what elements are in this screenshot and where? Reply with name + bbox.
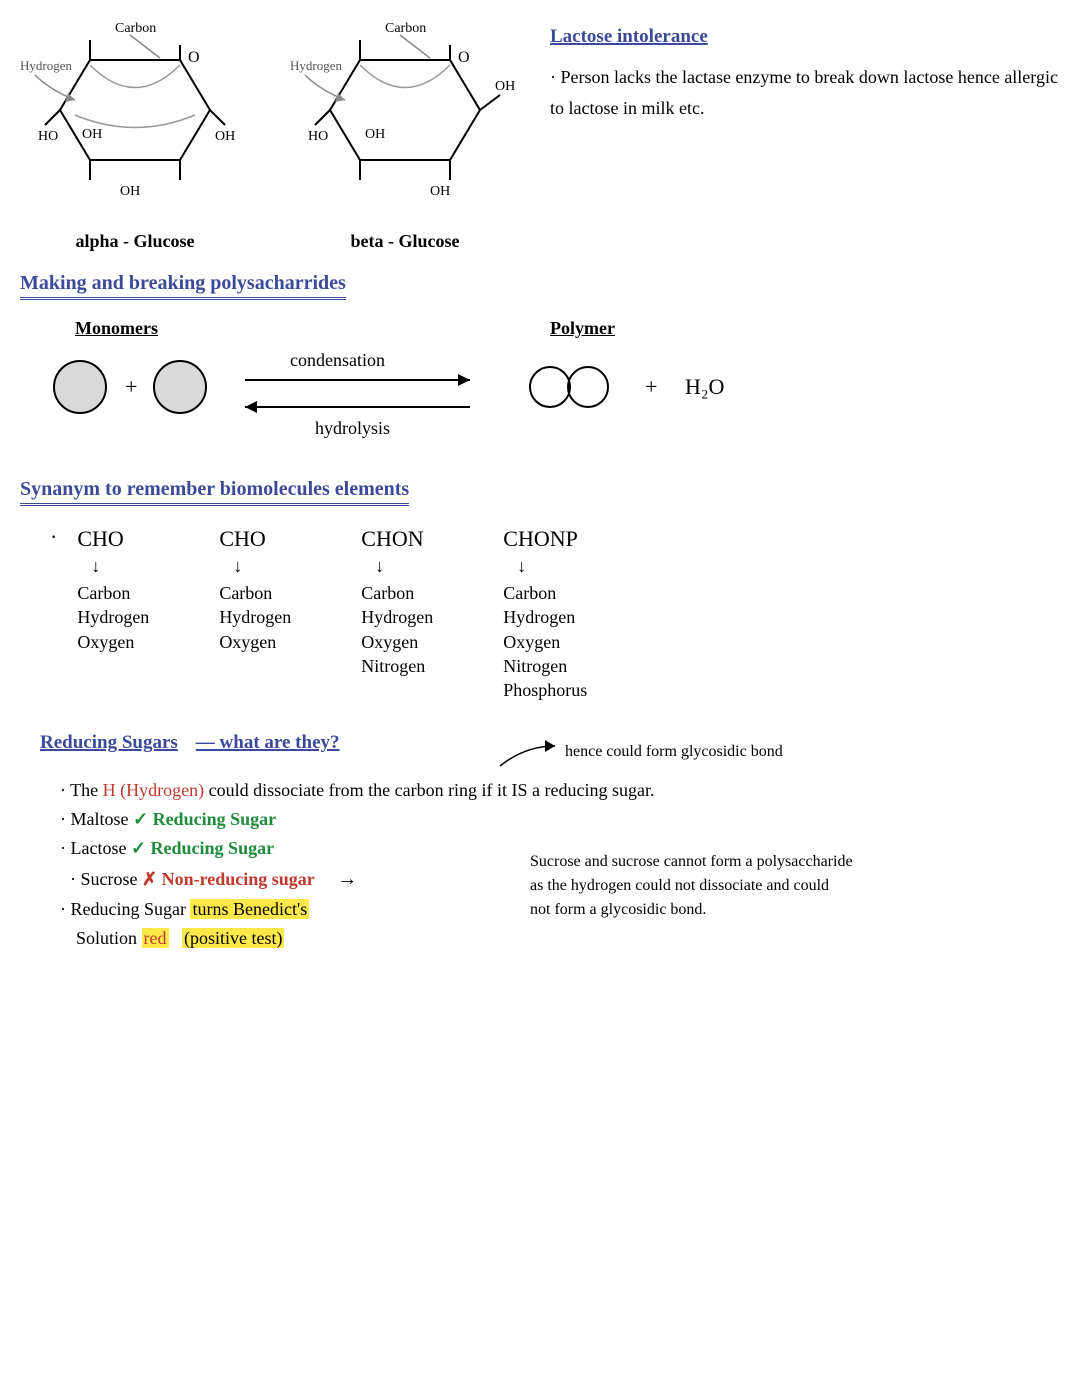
oh-label: OH (82, 127, 102, 142)
oh-label-3: OH (430, 184, 450, 199)
reducing-line-1: · The H (Hydrogen) could dissociate from… (60, 776, 1060, 805)
reducing-title-a: Reducing Sugars (40, 732, 178, 753)
oh-label: OH (365, 127, 385, 142)
side-line: as the hydrogen could not dissociate and… (530, 874, 1080, 898)
tick-mark: ✓ Reducing Sugar (131, 838, 274, 858)
element: Carbon (77, 581, 149, 605)
oh-label-3: OH (120, 184, 140, 199)
glucose-diagrams: O Carbon Hydrogen OH HO (20, 20, 520, 252)
beta-glucose: O Carbon Hydrogen OH HO OH OH beta - Glu… (290, 20, 520, 252)
text: · Lactose (60, 838, 131, 858)
element: Oxygen (77, 630, 149, 654)
syn-col-1: CHO ↓ Carbon Hydrogen Oxygen (219, 526, 291, 702)
cross-mark: ✗ Non-reducing sugar (142, 869, 315, 889)
text: could dissociate from the carbon ring if… (209, 780, 655, 800)
polymer-circle (530, 367, 570, 407)
poly-title: Making and breaking polysacharrides (20, 272, 346, 300)
syn-head: CHONP (503, 526, 587, 552)
text: · The (60, 780, 103, 800)
hydrolysis-label: hydrolysis (315, 418, 390, 438)
reducing-title-b: — what are they? (196, 732, 340, 753)
syn-col-0: CHO ↓ Carbon Hydrogen Oxygen (77, 526, 149, 702)
element: Carbon (361, 581, 433, 605)
tick-mark: ✓ Reducing Sugar (133, 809, 276, 829)
side-line: not form a glycosidic bond. (530, 898, 1080, 922)
alpha-caption: alpha - Glucose (20, 231, 250, 252)
element: Hydrogen (503, 605, 587, 629)
oh-label-2: OH (495, 79, 515, 94)
beta-caption: beta - Glucose (290, 231, 520, 252)
down-arrow-icon: ↓ (91, 556, 149, 577)
element: Nitrogen (503, 654, 587, 678)
condensation-label: condensation (290, 350, 385, 370)
element: Oxygen (503, 630, 587, 654)
plus-sign: + (125, 374, 137, 399)
side-annotation: Sucrose and sucrose cannot form a polysa… (530, 850, 1080, 922)
element: Carbon (219, 581, 291, 605)
carbon-label: Carbon (385, 21, 426, 36)
monomer-circle-2 (154, 361, 206, 413)
reducing-line-6: Solution red (positive test) (76, 924, 1060, 953)
element: Nitrogen (361, 654, 433, 678)
element: Oxygen (361, 630, 433, 654)
element: Hydrogen (77, 605, 149, 629)
polymer-label: Polymer (550, 318, 615, 339)
ho-label: HO (308, 129, 328, 144)
down-arrow-icon: ↓ (517, 556, 587, 577)
syn-col-2: CHON ↓ Carbon Hydrogen Oxygen Nitrogen (361, 526, 433, 702)
lactose-text: · Person lacks the lactase enzyme to bre… (550, 62, 1060, 123)
element: Phosphorus (503, 678, 587, 702)
text: · Maltose (60, 809, 133, 829)
text: · Sucrose (70, 869, 142, 889)
hydrogen-label: Hydrogen (20, 58, 72, 73)
syn-head: CHO (77, 526, 149, 552)
polymer-circle-2 (568, 367, 608, 407)
down-arrow-icon: ↓ (233, 556, 291, 577)
bullet: · (50, 524, 57, 702)
element: Carbon (503, 581, 587, 605)
highlight: turns Benedict's (190, 899, 309, 919)
element: Hydrogen (361, 605, 433, 629)
arrow-icon: → (337, 868, 357, 890)
ring-oxygen: O (188, 49, 200, 66)
ring-oxygen: O (458, 49, 470, 66)
down-arrow-icon: ↓ (375, 556, 433, 577)
element: Oxygen (219, 630, 291, 654)
lactose-title: Lactose intolerance (550, 26, 1060, 48)
text: Solution (76, 928, 142, 948)
hydrogen-red: H (Hydrogen) (103, 780, 204, 800)
synonym-columns: · CHO ↓ Carbon Hydrogen Oxygen CHO ↓ Car… (50, 526, 1060, 702)
syn-head: CHON (361, 526, 433, 552)
monomer-circle (54, 361, 106, 413)
reducing-line-2: · Maltose ✓ Reducing Sugar (60, 805, 1060, 834)
lactose-intolerance: Lactose intolerance · Person lacks the l… (550, 20, 1060, 123)
alpha-glucose: O Carbon Hydrogen OH HO (20, 20, 250, 252)
carbon-label: Carbon (115, 21, 156, 36)
ho-label: HO (38, 129, 58, 144)
oh-label-2: OH (215, 129, 235, 144)
highlight: (positive test) (182, 928, 284, 948)
annotation-top: hence could form glycosidic bond (565, 740, 783, 764)
hydrogen-label: Hydrogen (290, 58, 342, 73)
syn-col-3: CHONP ↓ Carbon Hydrogen Oxygen Nitrogen … (503, 526, 587, 702)
element: Hydrogen (219, 605, 291, 629)
highlight-red: red (142, 928, 169, 948)
h2o-label: H₂O (685, 374, 724, 399)
side-line: Sucrose and sucrose cannot form a polysa… (530, 850, 1080, 874)
text: · Reducing Sugar (60, 899, 190, 919)
monomers-label: Monomers (75, 318, 158, 339)
plus-sign-2: + (645, 374, 657, 399)
syn-head: CHO (219, 526, 291, 552)
synonym-title: Synanym to remember biomolecules element… (20, 478, 409, 506)
